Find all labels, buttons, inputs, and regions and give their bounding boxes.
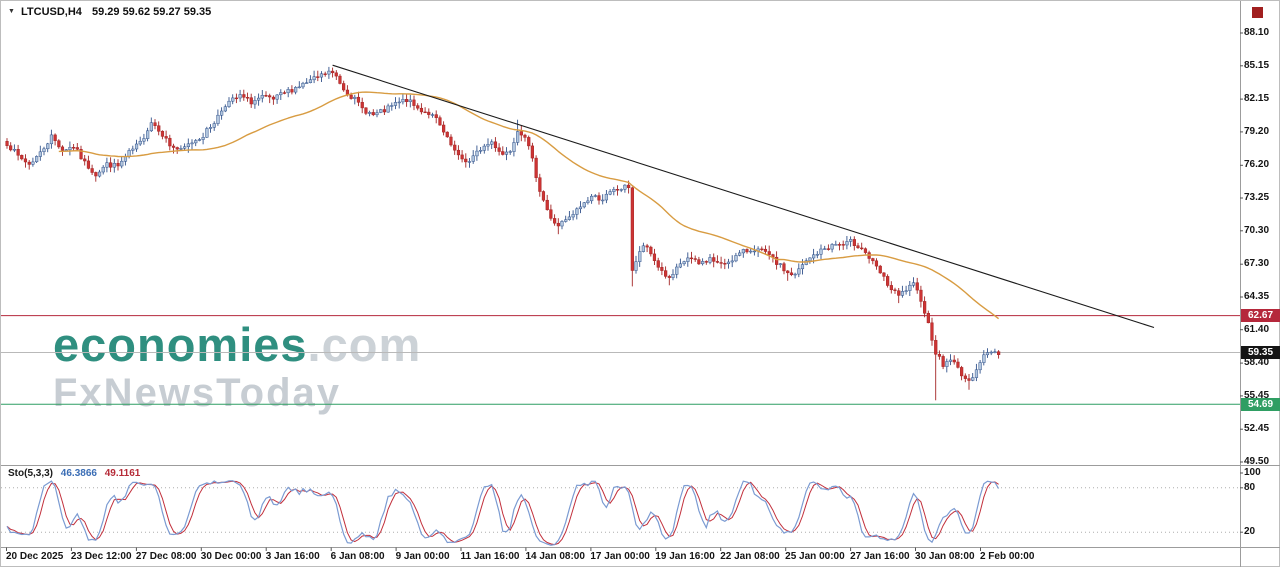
watermark-logo: economies.com: [53, 321, 421, 368]
time-axis-label: 25 Jan 00:00: [785, 551, 845, 562]
corner-logo-icon: [1252, 7, 1263, 18]
time-axis-label: 3 Jan 16:00: [265, 551, 320, 562]
time-axis-label: 2 Feb 00:00: [979, 551, 1035, 562]
ohlc-values: 59.29 59.62 59.27 59.35: [91, 6, 212, 18]
price-axis-label: 79.20: [1244, 125, 1270, 137]
time-axis-label: 27 Dec 08:00: [135, 551, 197, 562]
price-axis-label: 67.30: [1244, 258, 1270, 270]
resistance-price-badge: 62.67: [1241, 309, 1280, 323]
watermark: economies.com FxNewsToday: [53, 321, 421, 413]
price-axis-label: 64.35: [1244, 290, 1270, 302]
indicator-value-signal: 49.1161: [104, 468, 141, 479]
price-axis-label: 49.50: [1244, 456, 1270, 467]
time-axis-label: 22 Jan 08:00: [720, 551, 780, 562]
time-axis-label: 30 Jan 08:00: [915, 551, 975, 562]
time-axis-label: 30 Dec 00:00: [200, 551, 262, 562]
indicator-value-main: 46.3866: [60, 468, 97, 479]
time-axis-label: 6 Jan 08:00: [330, 551, 385, 562]
price-axis-label: 76.20: [1244, 159, 1270, 171]
price-axis-label: 61.40: [1244, 323, 1270, 335]
indicator-axis-label: 80: [1244, 481, 1256, 493]
watermark-domain: .com: [307, 318, 422, 371]
price-axis-label: 85.15: [1244, 59, 1270, 71]
time-axis-label: 11 Jan 16:00: [460, 551, 520, 562]
time-axis-label: 23 Dec 12:00: [70, 551, 132, 562]
symbol-timeframe-label: LTCUSD,H4: [21, 6, 82, 18]
time-axis-label: 17 Jan 00:00: [590, 551, 650, 562]
time-axis-label: 27 Jan 16:00: [850, 551, 910, 562]
symbol-info-bar: ▼ LTCUSD,H4 59.29 59.62 59.27 59.35: [8, 6, 211, 18]
indicator-axis-label: 100: [1244, 467, 1261, 478]
price-axis-label: 52.45: [1244, 423, 1270, 435]
time-axis-label: 14 Jan 08:00: [525, 551, 585, 562]
price-axis-label: 55.45: [1244, 389, 1270, 401]
support-price-badge: 54.69: [1241, 397, 1280, 411]
price-axis-label: 73.25: [1244, 192, 1270, 204]
indicator-label: Sto(5,3,3) 46.3866 49.1161: [8, 468, 140, 479]
indicator-name: Sto(5,3,3): [8, 468, 54, 479]
current-price-badge: 59.35: [1241, 346, 1280, 360]
watermark-brand: economies: [53, 318, 308, 371]
price-axis-label: 70.30: [1244, 224, 1270, 236]
time-axis-label: 20 Dec 2025: [6, 551, 64, 562]
price-axis-label: 58.40: [1244, 357, 1270, 369]
time-axis-label: 9 Jan 00:00: [395, 551, 450, 562]
price-axis-label: 82.15: [1244, 93, 1270, 105]
watermark-tagline: FxNewsToday: [53, 371, 341, 415]
indicator-axis-label: 20: [1244, 526, 1256, 538]
time-axis-label: 19 Jan 16:00: [655, 551, 715, 562]
price-axis-label: 88.10: [1244, 27, 1270, 38]
chevron-down-icon[interactable]: ▼: [8, 8, 15, 15]
